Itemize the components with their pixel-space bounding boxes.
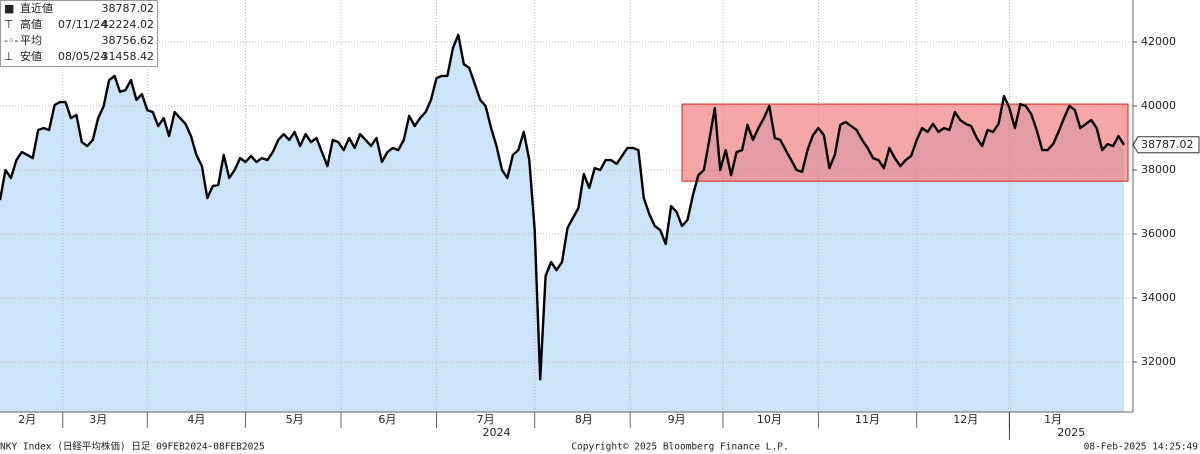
x-tick-label: 12月	[953, 413, 978, 426]
legend-icon: -◦-	[4, 34, 18, 47]
legend-icon: ⊤	[4, 18, 14, 31]
x-tick-label: 4月	[187, 413, 205, 426]
legend-label: 平均	[20, 34, 42, 47]
legend-value: 38756.62	[102, 34, 155, 47]
x-tick-label: 10月	[757, 413, 782, 426]
legend-label: 安値	[20, 49, 42, 63]
y-tick-label: 40000	[1141, 99, 1176, 112]
legend-value: 31458.42	[102, 50, 155, 63]
y-tick-label: 32000	[1141, 355, 1176, 368]
x-tick-label: 1月	[1044, 413, 1062, 426]
legend-icon: ⊥	[4, 50, 14, 63]
legend-label: 直近値	[20, 1, 53, 15]
x-tick-label: 8月	[575, 413, 593, 426]
legend-value: 38787.02	[102, 2, 155, 15]
last-value-box	[1132, 136, 1200, 154]
legend-icon: ■	[4, 2, 14, 15]
y-tick-label: 38000	[1141, 163, 1176, 176]
highlight-box	[681, 103, 1129, 182]
x-tick-label: 6月	[378, 413, 396, 426]
x-tick-label: 2月	[18, 413, 36, 426]
y-tick-label: 34000	[1141, 291, 1176, 304]
x-tick-label: 3月	[89, 413, 107, 426]
last-value-label: 38787.02	[1141, 138, 1194, 151]
year-label: 2025	[1057, 426, 1085, 439]
area	[0, 34, 1124, 413]
footer-center: Copyright© 2025 Bloomberg Finance L.P.	[571, 442, 788, 453]
footer-right: 08-Feb-2025 14:25:49	[1084, 442, 1199, 453]
x-tick-label: 5月	[286, 413, 304, 426]
price-line	[0, 33, 1126, 381]
y-tick-label: 36000	[1141, 227, 1176, 240]
legend-date: 08/05/24	[58, 50, 107, 63]
legend-box	[0, 0, 158, 67]
x-tick-label: 7月	[477, 413, 495, 426]
y-tick-label: 42000	[1141, 35, 1176, 48]
year-label: 2024	[483, 426, 511, 439]
x-tick-label: 9月	[668, 413, 686, 426]
legend-date: 07/11/24	[58, 18, 107, 31]
footer-left: NKY Index (日経平均株価) 日足 09FEB2024-08FEB202…	[0, 441, 265, 453]
legend-label: 高値	[20, 17, 42, 31]
x-tick-label: 11月	[855, 413, 880, 426]
legend-value: 42224.02	[102, 18, 155, 31]
